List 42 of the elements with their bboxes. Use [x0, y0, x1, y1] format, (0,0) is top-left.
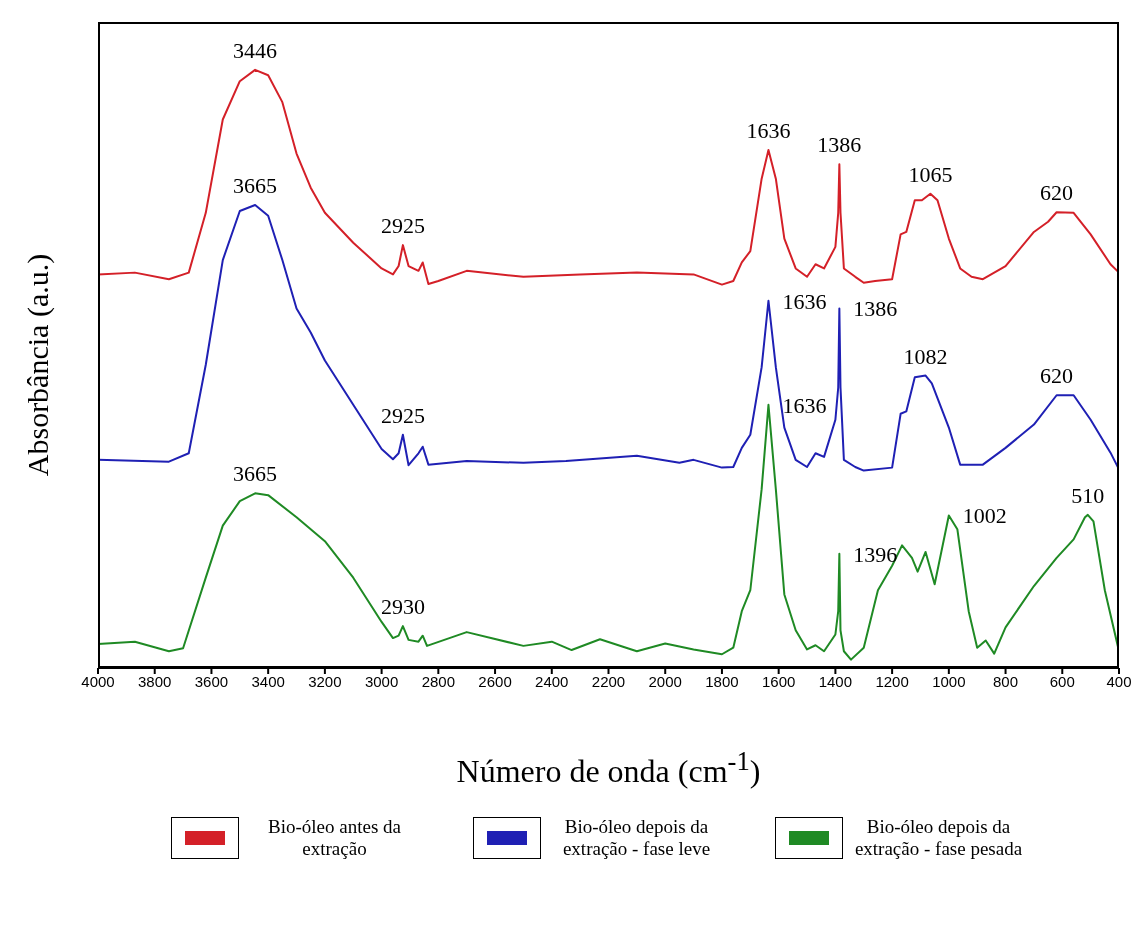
x-tick-label: 1400 [818, 672, 853, 690]
legend-label: Bio-óleo depois da extração - fase pesada [853, 816, 1024, 860]
annotation: 3665 [233, 461, 278, 487]
x-tick-label: 1800 [705, 672, 739, 690]
x-tick-label: 2800 [421, 672, 456, 690]
legend-label: Bio-óleo antes da extração [267, 816, 402, 860]
x-tick-label: 600 [1049, 672, 1075, 690]
x-tick-label: 1600 [761, 672, 796, 690]
x-tick-label: 400 [1106, 672, 1132, 690]
x-tick-label: 2600 [478, 672, 512, 690]
y-axis-title: Absorbância (a.u.) [21, 253, 55, 477]
x-tick-label: 3600 [194, 672, 229, 690]
x-axis-title: Número de onda (cm$^{-1}$) [455, 746, 762, 790]
annotation: 1386 [817, 132, 862, 158]
x-tick-label: 1000 [932, 672, 966, 690]
annotation: 2930 [380, 594, 425, 620]
annotation: 1386 [853, 296, 898, 322]
annotation: 1636 [746, 118, 791, 143]
x-tick-label: 4000 [81, 672, 115, 690]
annotation: 2925 [380, 402, 425, 428]
annotation: 3446 [233, 37, 278, 63]
x-tick-label: 800 [993, 672, 1019, 690]
annotation: 1396 [853, 541, 898, 567]
legend-label: Bio-óleo depois da extração - fase leve [561, 816, 712, 860]
annotation: 510 [1071, 482, 1105, 508]
annotation: 1636 [782, 392, 827, 418]
annotation: 1636 [782, 288, 827, 314]
x-tick-label: 2400 [535, 672, 569, 690]
annotation: 620 [1040, 363, 1074, 389]
annotation: 1002 [962, 503, 1007, 529]
x-tick-label: 2000 [648, 672, 682, 690]
annotation: 2925 [380, 213, 425, 239]
annotation: 3665 [233, 173, 278, 199]
annotation: 620 [1040, 180, 1074, 206]
x-tick-label: 2200 [591, 672, 626, 690]
annotation: 1065 [908, 161, 953, 187]
x-tick-label: 1200 [875, 672, 909, 690]
x-tick-label: 3200 [308, 672, 342, 690]
x-tick-label: 3800 [138, 672, 172, 690]
annotation: 1082 [903, 343, 948, 369]
x-tick-label: 3000 [364, 672, 399, 690]
x-tick-label: 3400 [251, 672, 285, 690]
